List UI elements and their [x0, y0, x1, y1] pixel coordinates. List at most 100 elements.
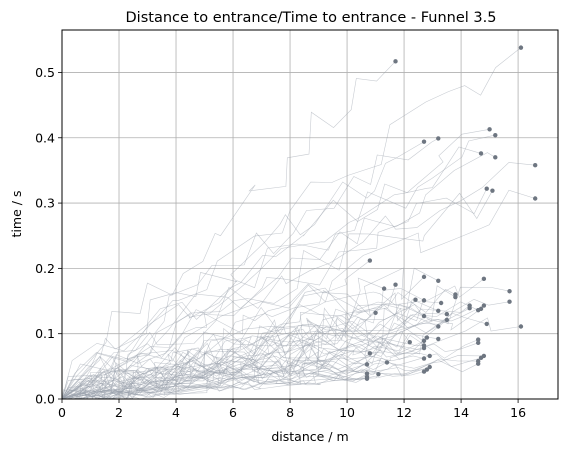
trajectory-line	[61, 305, 470, 400]
x-axis-label: distance / m	[271, 429, 348, 444]
trajectory-line	[61, 138, 439, 400]
endpoint-marker	[393, 59, 398, 64]
endpoint-marker	[444, 317, 450, 323]
endpoint-marker	[384, 360, 390, 365]
y-tick-label: 0.5	[35, 65, 55, 80]
endpoint-marker	[424, 335, 430, 340]
y-tick-label: 0.4	[35, 130, 55, 145]
x-tick-label: 4	[172, 405, 180, 420]
trajectory-line	[61, 141, 425, 400]
trajectory-line	[61, 341, 425, 400]
endpoint-marker	[436, 308, 441, 314]
y-tick-label: 0.0	[35, 392, 55, 407]
trajectory-line	[61, 285, 456, 400]
endpoint-marker	[381, 286, 387, 291]
trajectory-line	[61, 319, 447, 400]
trajectory-line	[61, 288, 425, 400]
endpoint-marker	[487, 127, 492, 132]
endpoint-marker	[478, 151, 484, 156]
trajectory-line	[61, 350, 430, 400]
x-tick-label: 2	[115, 405, 123, 420]
endpoint-marker	[436, 278, 441, 283]
endpoint-marker	[481, 276, 487, 282]
trajectory-line	[62, 260, 371, 400]
endpoint-marker	[364, 376, 370, 381]
x-tick-label: 8	[286, 405, 294, 420]
trajectory-line	[62, 162, 536, 400]
endpoint-marker	[493, 155, 498, 160]
endpoint-marker	[484, 321, 489, 327]
endpoint-marker	[436, 324, 441, 329]
endpoint-marker	[518, 324, 524, 329]
trajectory-lines	[61, 47, 536, 400]
endpoint-marker	[532, 162, 538, 168]
trajectory-line	[61, 267, 425, 400]
endpoint-marker	[507, 299, 512, 304]
trajectory-line	[61, 333, 439, 400]
x-tick-label: 14	[453, 405, 469, 420]
trajectory-line	[61, 129, 490, 400]
endpoint-marker	[427, 364, 432, 370]
endpoint-marker	[490, 188, 495, 193]
endpoint-marker	[373, 310, 378, 315]
endpoint-marker	[438, 300, 444, 306]
y-axis-ticks: 0.0 0.1 0.2 0.3 0.4 0.5	[35, 65, 62, 407]
endpoint-marker	[475, 307, 481, 313]
endpoint-marker	[421, 345, 427, 351]
plot-frame	[61, 29, 559, 400]
endpoint-marker	[453, 294, 458, 300]
x-tick-label: 10	[339, 405, 355, 420]
trajectory-line	[61, 374, 379, 400]
trajectory-line	[61, 134, 496, 400]
endpoint-markers	[364, 45, 538, 381]
endpoint-marker	[518, 45, 524, 50]
x-tick-label: 16	[510, 405, 526, 420]
endpoint-marker	[376, 371, 381, 377]
y-tick-label: 0.3	[35, 196, 55, 211]
endpoint-marker	[421, 139, 427, 144]
endpoint-marker	[393, 282, 398, 287]
endpoint-marker	[364, 371, 370, 376]
endpoint-marker	[421, 338, 427, 344]
endpoint-marker	[467, 306, 472, 311]
y-tick-label: 0.1	[35, 326, 55, 341]
trajectory-line	[61, 375, 368, 400]
trajectory-line	[61, 358, 479, 400]
endpoint-marker	[421, 369, 427, 374]
trajectory-line	[62, 360, 388, 400]
trajectory-line	[61, 378, 368, 400]
endpoint-marker	[413, 297, 418, 302]
endpoint-marker	[436, 336, 441, 342]
trajectory-line	[61, 188, 487, 400]
endpoint-marker	[532, 196, 538, 201]
endpoint-marker	[421, 313, 427, 319]
endpoint-marker	[484, 186, 489, 191]
trajectory-line	[61, 301, 479, 400]
trajectory-line	[62, 337, 428, 400]
endpoint-marker	[475, 337, 481, 342]
y-axis-label: time / s	[9, 191, 24, 238]
trajectory-line	[61, 47, 522, 400]
endpoint-marker	[421, 274, 427, 280]
endpoint-marker	[427, 353, 432, 359]
endpoint-marker	[421, 356, 427, 361]
trajectory-line	[62, 308, 376, 400]
endpoint-marker	[444, 311, 450, 317]
endpoint-marker	[475, 340, 481, 346]
x-axis-ticks: 0 2 4 6 8 10 12 14 16	[58, 399, 526, 420]
trajectory-line	[62, 303, 485, 400]
endpoint-marker	[436, 136, 441, 141]
trajectory-line	[62, 315, 425, 400]
endpoint-marker	[478, 355, 484, 361]
endpoint-marker	[475, 361, 481, 366]
x-tick-label: 0	[58, 405, 66, 420]
chart-title: Distance to entrance/Time to entrance - …	[126, 10, 497, 26]
endpoint-marker	[364, 362, 370, 367]
x-tick-label: 12	[396, 405, 412, 420]
trajectory-line	[61, 61, 396, 400]
endpoint-marker	[367, 351, 373, 356]
endpoint-marker	[481, 303, 487, 308]
endpoint-marker	[367, 258, 373, 263]
x-tick-label: 6	[229, 405, 237, 420]
